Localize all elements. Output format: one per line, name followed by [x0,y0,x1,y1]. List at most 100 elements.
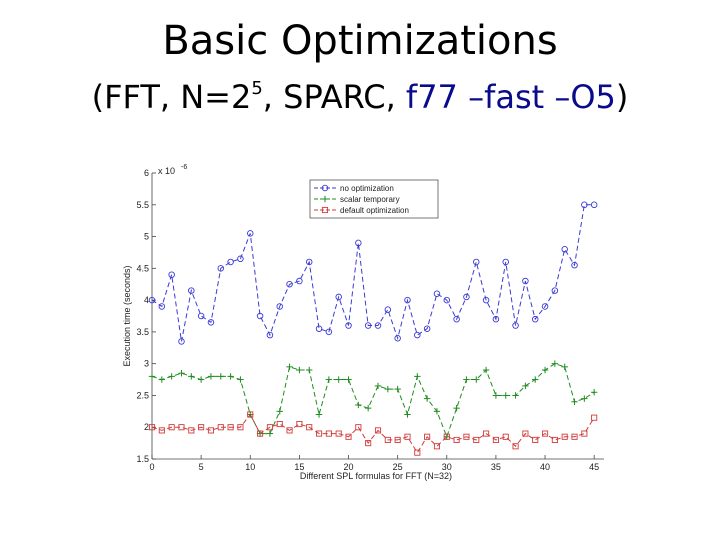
data-point [217,424,224,431]
data-point [384,385,392,393]
series-plus-1 [148,360,598,440]
data-point [404,433,411,440]
y-tick-label: 3 [144,359,149,369]
data-point [315,411,323,418]
data-point [522,430,529,437]
data-point [345,322,352,329]
data-point [581,395,588,402]
data-point [561,363,568,371]
data-point [443,433,450,440]
data-point [561,433,568,440]
data-point [178,424,185,431]
y-tick-label: 4 [144,295,149,305]
chart-legend: no optimization scalar temporary default o… [309,179,439,219]
data-point [512,322,519,329]
data-point [325,430,332,437]
data-point [463,433,470,440]
y-axis-label: Execution time (seconds) [122,265,132,366]
subtitle-compiler-flags: f77 –fast –O5 [405,78,616,116]
x-tick-label: 10 [245,462,255,472]
legend-label: no optimization [340,184,394,193]
data-point [197,312,205,320]
data-point [571,433,578,440]
x-tick-label: 0 [149,462,154,472]
data-point [492,436,499,443]
data-point [473,258,480,266]
data-point [266,430,274,437]
data-point [571,261,578,269]
data-point [463,376,470,383]
data-point [414,449,421,456]
y-tick-label: 5 [144,232,149,242]
series-line [151,413,595,454]
data-point [266,331,274,339]
data-point [345,376,352,383]
x-tick-label: 35 [491,462,501,472]
data-point [541,366,549,374]
y-tick-label: 1.5 [136,454,149,464]
data-point [325,328,333,336]
data-point [423,325,431,332]
data-point [364,404,372,412]
subtitle-suffix: ) [615,78,629,116]
data-point [453,436,460,443]
legend-box [309,179,439,219]
data-point [453,404,460,412]
data-point [590,201,598,209]
data-point [551,436,558,443]
data-point [394,334,401,342]
slide-subtitle: (FFT, N=25, SPARC, f77 –fast –O5) [0,78,720,116]
y-exponent-power: -6 [181,164,187,171]
x-tick-label: 45 [589,462,599,472]
data-point [335,376,342,383]
data-point [286,363,293,371]
data-point [512,443,519,450]
data-point [581,201,588,209]
data-point [414,331,421,339]
data-point [158,303,166,310]
data-point [305,258,313,266]
data-point [227,424,234,431]
data-point [492,315,500,323]
x-axis-label: Different SPL formulas for FFT (N=32) [300,471,452,481]
data-point [158,427,165,434]
data-point [158,376,166,383]
legend-marker [321,206,329,214]
data-point [384,436,391,443]
data-point [286,280,293,288]
data-point [237,424,244,431]
data-point [256,312,264,320]
data-point [581,430,588,437]
data-point [561,246,568,253]
data-point [424,433,431,440]
data-point [188,287,195,294]
data-point [463,293,470,301]
data-point [551,360,559,367]
data-point [227,258,234,266]
legend-label: scalar temporary [340,195,400,204]
data-point [571,398,578,405]
y-tick-label: 3.5 [136,327,149,337]
data-point [325,376,333,383]
data-point [443,433,450,440]
legend-marker [321,184,329,192]
data-point [197,376,205,383]
data-point [355,239,362,247]
data-point [502,258,509,266]
y-tick-label: 5.5 [136,200,149,210]
data-point [541,430,549,437]
data-point [384,306,392,313]
series-square-2 [148,411,598,456]
subtitle-prefix: (FFT, N=2 [91,78,252,116]
data-point [296,366,303,374]
x-tick-label: 15 [294,462,304,472]
data-point [355,401,362,409]
data-point [433,408,441,415]
data-point [257,430,264,437]
data-point [394,436,401,443]
data-point [473,436,480,443]
y-tick-label: 2.5 [136,390,149,400]
data-point [473,376,480,383]
data-point [453,315,460,323]
